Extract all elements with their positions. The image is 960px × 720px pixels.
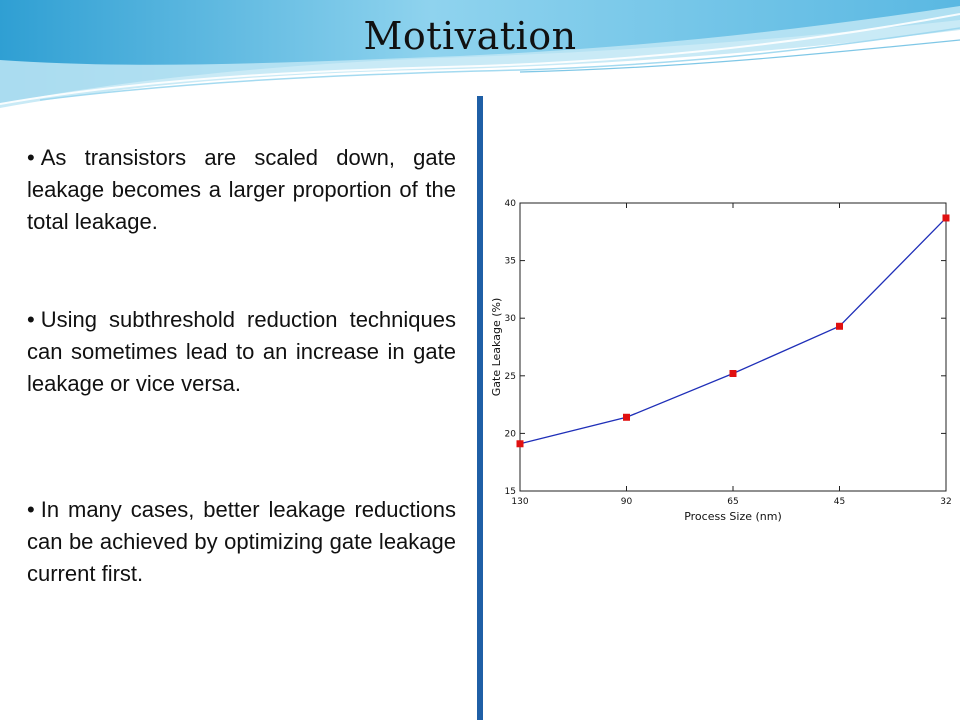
banner-wave-line-3 [519, 39, 960, 73]
slide-title: Motivation [363, 14, 577, 58]
y-tick-label: 30 [505, 314, 517, 324]
x-tick-label: 130 [511, 497, 528, 507]
y-axis: 15 20 25 30 35 40 [505, 199, 946, 497]
data-point-marker [516, 440, 524, 448]
data-point-marker [623, 413, 630, 421]
y-tick-label: 35 [505, 257, 516, 267]
header-banner [0, 0, 960, 108]
data-point-marker [942, 214, 950, 222]
x-tick-label: 32 [940, 497, 951, 507]
series-markers [516, 214, 950, 448]
y-tick-label: 20 [505, 429, 517, 439]
x-tick-label: 45 [834, 497, 845, 507]
y-axis-label: Gate Leakage (%) [490, 298, 503, 396]
banner-wave-front [0, 6, 960, 108]
x-tick-label: 90 [621, 497, 633, 507]
vertical-divider [477, 96, 483, 720]
x-axis-label: Process Size (nm) [684, 510, 782, 523]
x-tick-label: 65 [727, 497, 738, 507]
bullet-text-1: As transistors are scaled down, gate lea… [27, 145, 456, 234]
bullet-glyph: • [27, 497, 35, 522]
gate-leakage-chart: 15 20 25 30 35 40 130 90 65 45 32 Process Size (n… [490, 199, 952, 523]
bullet-text-2: Using subthreshold reduction techniques … [27, 307, 456, 396]
plot-area [519, 202, 947, 492]
bullet-item-3: • In many cases, better leakage reduction… [27, 494, 456, 590]
banner-wave-back [0, 0, 960, 104]
bullet-text-3: In many cases, better leakage reductions… [27, 497, 456, 586]
y-tick-label: 40 [505, 199, 517, 209]
bullet-glyph: • [27, 307, 35, 332]
x-axis: 130 90 65 45 32 [511, 203, 952, 507]
banner-wave-line-1 [0, 13, 960, 105]
data-point-marker [729, 369, 737, 377]
banner-wave-line-2 [39, 27, 960, 101]
bullet-item-2: • Using subthreshold reduction techniques… [27, 304, 456, 400]
y-tick-label: 15 [505, 487, 516, 497]
bullet-glyph: • [27, 145, 35, 170]
y-tick-label: 25 [505, 372, 516, 382]
data-point-marker [836, 322, 843, 330]
bullet-item-1: • As transistors are scaled down, gate le… [27, 142, 456, 238]
